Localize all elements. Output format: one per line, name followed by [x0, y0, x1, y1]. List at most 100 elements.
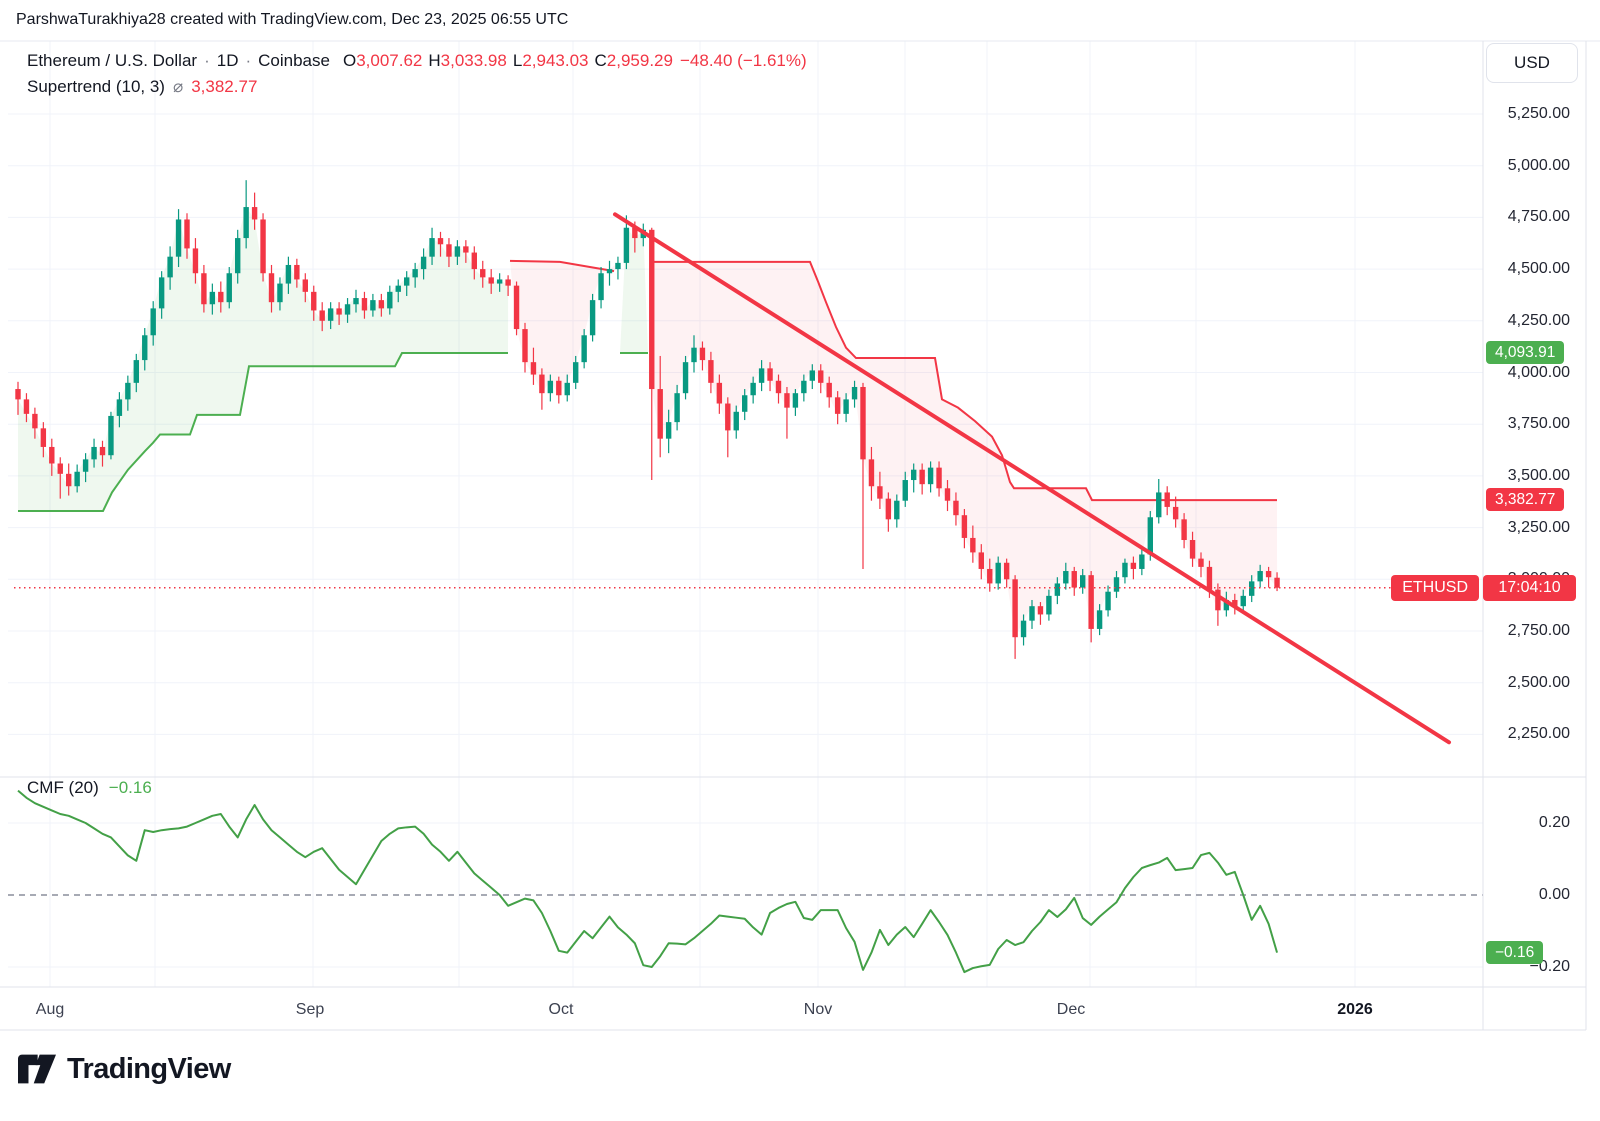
candle-body: [1232, 599, 1238, 607]
candle-body: [82, 459, 89, 472]
candle-body: [192, 248, 199, 274]
symbol-title[interactable]: Ethereum / U.S. Dollar: [27, 51, 198, 70]
candle-body: [175, 219, 182, 257]
price-tick-label: 2,500.00: [1507, 673, 1570, 691]
supertrend-line-down: [650, 260, 1277, 502]
candle-body: [1096, 610, 1103, 629]
candle-body: [201, 273, 207, 305]
ohlc-key: C: [594, 51, 607, 70]
candle-body: [91, 446, 97, 460]
time-tick-label: Aug: [35, 1001, 65, 1018]
candle-body: [1198, 558, 1204, 567]
cmf-tick-label: 0.00: [1538, 886, 1570, 903]
price-tick-label: 2,250.00: [1507, 725, 1570, 743]
candle-body: [1054, 583, 1061, 596]
candle-body: [404, 277, 410, 286]
candle-body: [142, 335, 148, 361]
cmf-line: [17, 789, 1279, 974]
price-tick-label: 4,750.00: [1507, 208, 1570, 226]
candle-body: [843, 399, 849, 414]
candle-body: [775, 380, 782, 394]
candle-body: [547, 380, 554, 394]
candle-body: [260, 219, 266, 274]
candle-body: [792, 393, 799, 408]
candle-body: [353, 298, 359, 305]
candle-body: [801, 380, 807, 394]
candle-body: [488, 277, 494, 284]
bar-countdown-badge: 17:04:10: [1483, 574, 1576, 601]
candle-body: [953, 500, 959, 516]
candle-body: [32, 413, 38, 429]
candle-body: [1012, 579, 1018, 638]
ohlc-value: 2,943.03: [522, 51, 589, 70]
candle-body: [235, 238, 241, 274]
price-tick-label: 3,500.00: [1507, 466, 1570, 484]
candle-body: [1113, 577, 1120, 592]
attribution-text: ParshwaTurakhiya28 created with TradingV…: [16, 11, 569, 28]
candle-body: [1088, 575, 1094, 629]
candle-body: [784, 393, 790, 408]
candle-body: [344, 304, 351, 315]
candle-body: [1206, 566, 1213, 590]
candle-body: [294, 264, 300, 280]
candle-body: [429, 238, 435, 257]
cmf-name[interactable]: CMF (20): [27, 778, 99, 797]
candle-body: [589, 300, 596, 336]
candle-body: [987, 568, 993, 584]
cmf-legend: CMF (20) −0.16: [27, 778, 152, 798]
candle-body: [420, 256, 427, 270]
candle-body: [733, 411, 739, 431]
interval-label[interactable]: 1D: [216, 51, 239, 70]
candle-body: [1105, 591, 1111, 611]
candle-body: [885, 498, 892, 520]
candle-body: [463, 246, 469, 253]
currency-toggle-button[interactable]: USD: [1486, 43, 1578, 83]
candle-body: [632, 227, 638, 239]
candle-body: [978, 552, 984, 569]
candle-body: [1037, 606, 1044, 615]
candle-body: [699, 347, 706, 361]
candle-body: [1139, 554, 1145, 569]
candle-body: [370, 300, 376, 311]
candle-body: [581, 335, 587, 363]
candle-body: [125, 382, 131, 400]
candle-body: [1189, 540, 1196, 559]
price-tick-label: 4,250.00: [1507, 311, 1570, 329]
candle-body: [387, 291, 393, 309]
ohlc-value: 2,959.29: [606, 51, 673, 70]
candle-body: [919, 469, 925, 485]
candle-body: [615, 262, 621, 270]
candle-body: [530, 362, 537, 375]
indicator-name[interactable]: Supertrend (10, 3): [27, 77, 165, 96]
candle-body: [158, 277, 165, 309]
candle-body: [1029, 606, 1035, 621]
candle-body: [826, 382, 832, 398]
candle-body: [150, 308, 156, 336]
candle-body: [361, 298, 368, 311]
candle-body: [505, 279, 511, 286]
candle-body: [1274, 577, 1280, 588]
candle-body: [471, 252, 477, 270]
candle-body: [66, 473, 72, 487]
supertrend-up-price-badge: 4,093.91: [1486, 341, 1565, 365]
candle-body: [682, 362, 689, 394]
candle-body: [133, 360, 139, 383]
symbol-price-badge: ETHUSD: [1391, 574, 1479, 601]
candle-body: [1249, 581, 1255, 596]
supertrend-down-price-badge: 3,382.77: [1486, 488, 1565, 512]
tradingview-logo[interactable]: TradingView: [18, 1052, 231, 1086]
ohlc-key: H: [428, 51, 441, 70]
candle-body: [480, 269, 486, 278]
price-tick-label: 4,500.00: [1507, 260, 1570, 278]
tradingview-logo-text: TradingView: [67, 1052, 231, 1085]
candle-body: [623, 227, 630, 263]
ohlc-value: 3,007.62: [356, 51, 423, 70]
candle-body: [936, 467, 942, 489]
cmf-value-badge: −0.16: [1486, 940, 1544, 964]
candle-body: [742, 395, 748, 412]
candle-body: [1215, 589, 1221, 611]
candle-body: [167, 256, 173, 278]
candle-body: [378, 300, 385, 309]
price-tick-label: 5,250.00: [1507, 105, 1570, 122]
